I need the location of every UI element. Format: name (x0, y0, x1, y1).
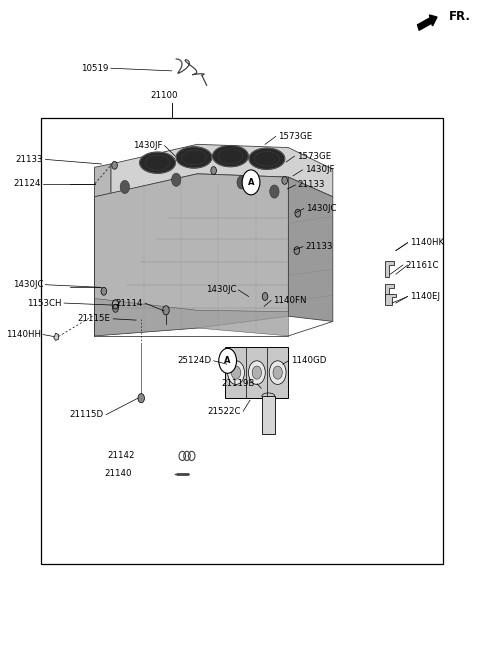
Circle shape (242, 170, 260, 195)
Polygon shape (54, 333, 59, 340)
Polygon shape (213, 146, 248, 167)
Text: 1573GE: 1573GE (297, 152, 331, 161)
Text: A: A (224, 356, 231, 365)
Polygon shape (111, 144, 333, 197)
Circle shape (231, 366, 240, 379)
Text: FR.: FR. (449, 10, 471, 23)
Text: 1573GE: 1573GE (278, 132, 312, 141)
Polygon shape (95, 174, 288, 336)
Text: 21140: 21140 (104, 469, 132, 478)
Circle shape (163, 306, 169, 315)
Text: A: A (248, 178, 254, 187)
Circle shape (219, 348, 237, 373)
Text: 1140EJ: 1140EJ (410, 292, 440, 301)
Circle shape (270, 185, 279, 198)
Text: 21124: 21124 (13, 179, 41, 188)
Circle shape (120, 180, 130, 194)
Circle shape (211, 167, 216, 174)
Circle shape (282, 176, 288, 184)
Text: 1430JC: 1430JC (306, 204, 336, 213)
Circle shape (249, 361, 265, 384)
Text: 21119B: 21119B (221, 379, 255, 388)
Polygon shape (140, 152, 175, 173)
Circle shape (138, 394, 144, 403)
Bar (262, 396, 275, 434)
Circle shape (101, 287, 107, 295)
Text: 21522C: 21522C (207, 407, 241, 416)
Polygon shape (176, 147, 212, 168)
Text: 21133: 21133 (15, 155, 43, 164)
Text: 21133: 21133 (298, 180, 325, 190)
Bar (225, 347, 288, 398)
Polygon shape (249, 148, 285, 169)
Circle shape (252, 366, 262, 379)
Text: 1153CH: 1153CH (27, 298, 62, 308)
Text: 1140GD: 1140GD (291, 356, 326, 365)
Text: 21100: 21100 (151, 91, 178, 100)
Circle shape (237, 176, 246, 189)
Polygon shape (95, 298, 288, 336)
Circle shape (269, 361, 286, 384)
Polygon shape (385, 261, 394, 277)
Polygon shape (385, 284, 394, 300)
Text: 1140FN: 1140FN (274, 296, 307, 305)
Text: 1430JC: 1430JC (12, 280, 43, 289)
Circle shape (228, 361, 244, 384)
Circle shape (295, 209, 300, 217)
Text: 21142: 21142 (108, 451, 135, 461)
Text: 1140HK: 1140HK (410, 238, 444, 247)
Text: 21133: 21133 (305, 242, 333, 251)
Bar (41, 118, 443, 564)
Text: 21114: 21114 (115, 298, 143, 308)
Polygon shape (288, 177, 333, 321)
Text: 21115D: 21115D (70, 410, 104, 419)
Polygon shape (385, 294, 396, 305)
Polygon shape (95, 164, 111, 197)
FancyArrow shape (418, 15, 437, 30)
Circle shape (273, 366, 282, 379)
Text: 1140HH: 1140HH (6, 330, 41, 339)
Text: 1430JF: 1430JF (305, 165, 334, 174)
Circle shape (294, 247, 300, 255)
Circle shape (262, 293, 268, 300)
Text: 25124D: 25124D (177, 356, 211, 365)
Circle shape (171, 173, 181, 186)
Text: 1430JC: 1430JC (205, 285, 236, 295)
Text: 10519: 10519 (81, 64, 108, 73)
Text: 1430JF: 1430JF (133, 141, 162, 150)
Circle shape (112, 161, 117, 169)
Circle shape (113, 304, 118, 312)
Text: 21161C: 21161C (405, 260, 439, 270)
Text: 21115E: 21115E (78, 314, 111, 323)
